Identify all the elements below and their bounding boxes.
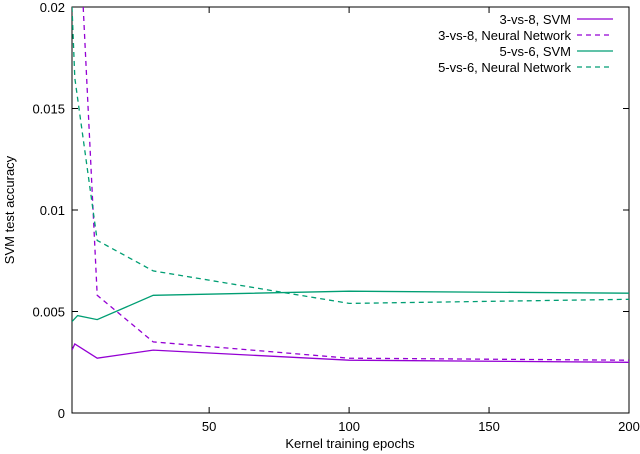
series-line-1	[72, 343, 629, 363]
y-tick-label: 0.02	[40, 0, 65, 15]
y-tick-label: 0.005	[32, 305, 65, 320]
y-tick-label: 0	[58, 406, 65, 421]
x-tick-label: 150	[478, 419, 500, 434]
legend-label: 3-vs-8, SVM	[499, 12, 571, 27]
x-tick-label: 200	[618, 419, 640, 434]
x-axis-label: Kernel training epochs	[285, 436, 415, 451]
axis-ticks: 50 100 150 200 0 0.005 0.01 0.015 0.02	[32, 0, 639, 434]
y-axis-label: SVM test accuracy	[2, 155, 17, 264]
legend-label: 5-vs-6, SVM	[499, 44, 571, 59]
legend-label: 5-vs-6, Neural Network	[438, 60, 571, 75]
y-tick-label: 0.01	[40, 203, 65, 218]
x-tick-label: 100	[338, 419, 360, 434]
series-line-3	[72, 290, 629, 323]
series-line-2	[82, 7, 629, 361]
legend-label: 3-vs-8, Neural Network	[438, 28, 571, 43]
series-lines	[72, 7, 629, 363]
y-tick-label: 0.015	[32, 102, 65, 117]
series-line-4	[72, 7, 629, 305]
x-tick-label: 50	[202, 419, 216, 434]
